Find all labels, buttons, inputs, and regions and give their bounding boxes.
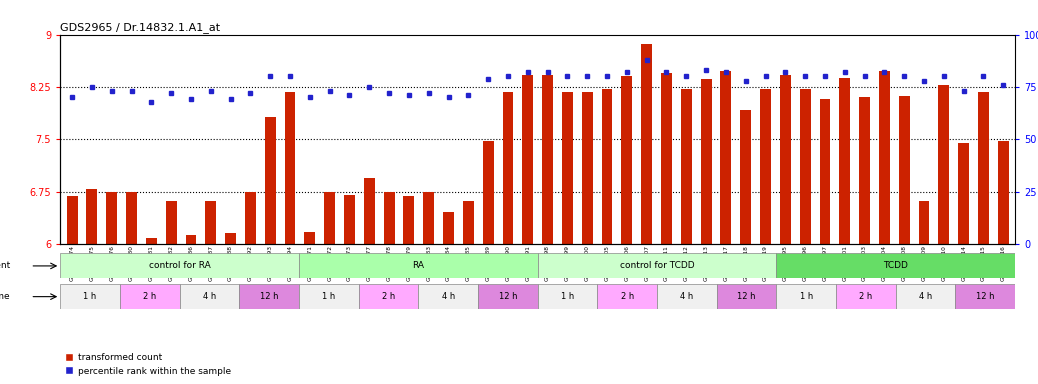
Bar (597, 284, 657, 309)
Bar (502, 93, 514, 244)
Bar (538, 284, 597, 309)
Text: 1 h: 1 h (322, 292, 335, 301)
Bar (166, 200, 176, 244)
Text: 4 h: 4 h (680, 292, 693, 301)
Text: time: time (0, 292, 10, 301)
Bar (364, 177, 375, 244)
Bar (562, 92, 573, 244)
Text: 12 h: 12 h (737, 292, 756, 301)
Bar (978, 92, 989, 244)
Bar (720, 71, 732, 244)
Bar (799, 89, 811, 244)
Bar (958, 143, 969, 244)
Bar (836, 284, 896, 309)
Bar (657, 284, 716, 309)
Bar (780, 75, 791, 244)
Bar (840, 78, 850, 244)
Bar (120, 284, 180, 309)
Legend: transformed count, percentile rank within the sample: transformed count, percentile rank withi… (64, 353, 231, 376)
Bar (443, 212, 454, 244)
Bar (424, 192, 434, 244)
Bar (180, 284, 239, 309)
Bar (938, 85, 950, 244)
Text: 12 h: 12 h (498, 292, 517, 301)
Bar (538, 253, 776, 278)
Text: 4 h: 4 h (441, 292, 455, 301)
Text: control for RA: control for RA (148, 262, 211, 270)
Bar (265, 117, 276, 244)
Bar (463, 200, 473, 244)
Bar (581, 92, 593, 244)
Bar (418, 284, 477, 309)
Bar (206, 200, 216, 244)
Bar (477, 284, 538, 309)
Bar (359, 284, 418, 309)
Bar (522, 75, 534, 244)
Text: 1 h: 1 h (83, 292, 97, 301)
Bar (641, 44, 652, 244)
Bar (740, 110, 752, 244)
Text: 2 h: 2 h (382, 292, 395, 301)
Bar (483, 141, 494, 244)
Bar (60, 253, 299, 278)
Text: 2 h: 2 h (143, 292, 157, 301)
Bar (344, 195, 355, 244)
Text: 2 h: 2 h (621, 292, 634, 301)
Bar (299, 284, 359, 309)
Text: 12 h: 12 h (976, 292, 994, 301)
Bar (998, 141, 1009, 244)
Text: RA: RA (412, 262, 425, 270)
Text: 2 h: 2 h (859, 292, 873, 301)
Bar (879, 71, 890, 244)
Bar (760, 89, 771, 244)
Text: GDS2965 / Dr.14832.1.A1_at: GDS2965 / Dr.14832.1.A1_at (60, 22, 220, 33)
Bar (859, 98, 870, 244)
Bar (225, 233, 236, 244)
Bar (146, 238, 157, 244)
Bar (776, 284, 836, 309)
Text: 12 h: 12 h (260, 292, 278, 301)
Bar (384, 192, 394, 244)
Bar (542, 75, 553, 244)
Bar (681, 89, 691, 244)
Bar (186, 235, 196, 244)
Bar (86, 189, 98, 244)
Bar (955, 284, 1015, 309)
Bar (404, 196, 414, 244)
Bar (622, 76, 632, 244)
Text: 4 h: 4 h (202, 292, 216, 301)
Bar (239, 284, 299, 309)
Text: agent: agent (0, 262, 10, 270)
Bar (284, 92, 296, 244)
Text: 4 h: 4 h (919, 292, 932, 301)
Bar (602, 89, 612, 244)
Bar (60, 284, 120, 309)
Bar (661, 73, 672, 244)
Text: TCDD: TCDD (883, 262, 908, 270)
Bar (820, 99, 830, 244)
Bar (106, 192, 117, 244)
Bar (896, 284, 955, 309)
Text: 1 h: 1 h (561, 292, 574, 301)
Bar (716, 284, 776, 309)
Bar (324, 192, 335, 244)
Text: 1 h: 1 h (799, 292, 813, 301)
Bar (919, 200, 929, 244)
Bar (245, 192, 255, 244)
Text: control for TCDD: control for TCDD (620, 262, 694, 270)
Bar (899, 96, 909, 244)
Bar (299, 253, 538, 278)
Bar (701, 78, 711, 244)
Bar (776, 253, 1015, 278)
Bar (304, 232, 316, 244)
Bar (66, 196, 78, 244)
Bar (126, 192, 137, 244)
